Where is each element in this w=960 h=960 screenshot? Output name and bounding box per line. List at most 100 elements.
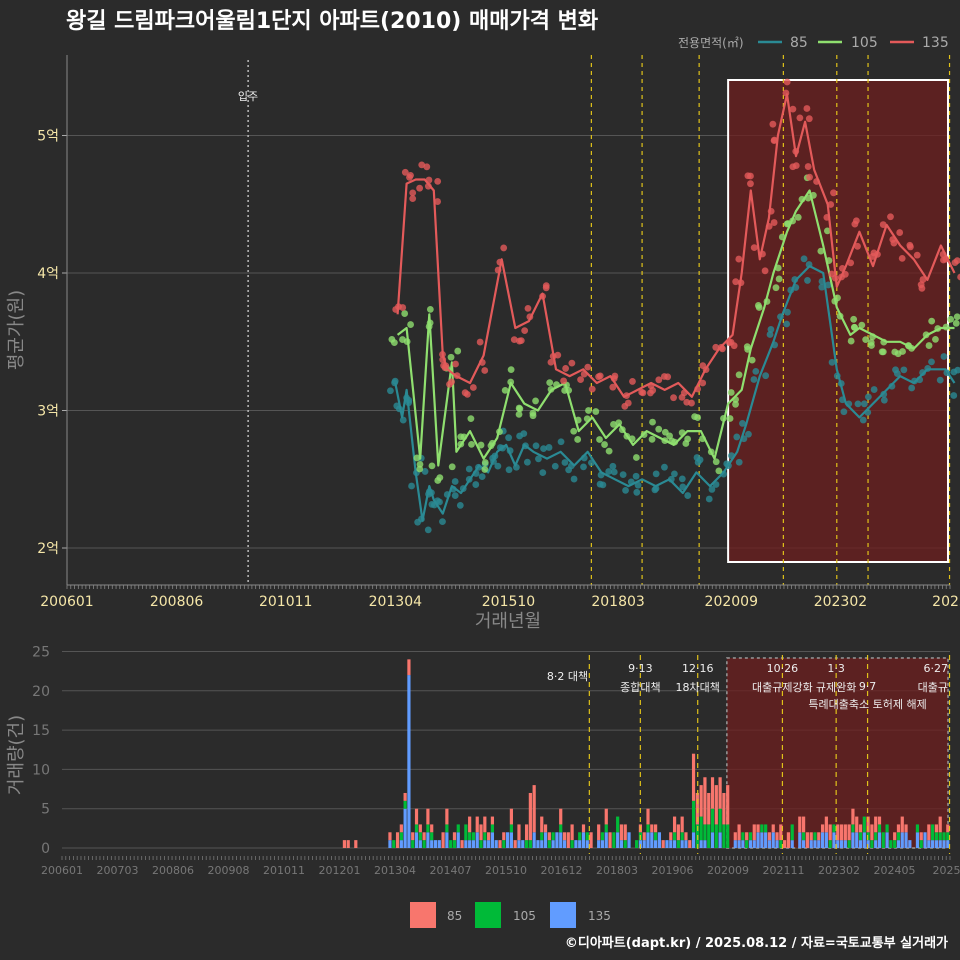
vol-bar-105 — [578, 832, 582, 841]
price-point-135 — [852, 217, 860, 225]
vol-bar-135 — [418, 840, 422, 848]
vol-bar-135 — [430, 840, 434, 848]
vol-bar-85 — [756, 824, 760, 833]
vol-bar-135 — [710, 832, 715, 848]
vol-bar-105 — [559, 824, 563, 833]
price-point-135 — [951, 259, 959, 267]
vol-bar-105 — [399, 832, 403, 841]
price-point-85 — [900, 366, 908, 374]
price-point-135 — [629, 378, 636, 385]
vol-bar-105 — [760, 824, 764, 833]
price-point-105 — [775, 275, 783, 283]
price-point-135 — [409, 189, 417, 197]
price-point-85 — [888, 382, 896, 390]
vol-bar-105 — [813, 832, 817, 841]
vol-bar-105 — [672, 832, 677, 841]
vol-bar-135 — [657, 832, 661, 848]
price-point-135 — [854, 242, 861, 250]
vol-bar-105 — [946, 832, 950, 841]
price-point-135 — [461, 389, 469, 397]
vol-bar-135 — [574, 840, 578, 848]
vol-bar-105 — [449, 840, 453, 848]
vol-bar-105 — [710, 808, 715, 833]
vol-bar-85 — [870, 824, 874, 841]
vol-bar-85 — [688, 840, 692, 848]
price-point-105 — [596, 436, 603, 443]
policy-annotation: 18차대책 — [676, 681, 720, 694]
price-point-105 — [891, 348, 899, 356]
policy-annotation: 종합대책 — [620, 681, 660, 694]
price-point-105 — [501, 386, 509, 394]
vol-bar-135 — [900, 832, 904, 848]
x-tick-label: 201803 — [591, 594, 644, 610]
price-point-85 — [828, 358, 836, 366]
vol-bar-105 — [479, 840, 483, 848]
vol-bar-135 — [654, 840, 658, 848]
price-point-135 — [647, 389, 654, 397]
price-point-85 — [609, 462, 617, 470]
price-point-135 — [521, 327, 529, 335]
vol-bar-85 — [927, 824, 931, 841]
price-point-135 — [542, 284, 550, 292]
price-point-135 — [678, 393, 686, 401]
price-point-105 — [532, 397, 539, 405]
vol-bar-85 — [805, 832, 809, 848]
price-point-85 — [605, 468, 613, 475]
vol-bar-85 — [722, 792, 726, 825]
price-point-105 — [694, 414, 702, 421]
bottom-legend: 85 105 135 — [410, 902, 611, 928]
legend-vol-135: 135 — [588, 909, 611, 923]
price-point-85 — [421, 468, 429, 475]
vol-bar-85 — [403, 792, 407, 801]
price-point-105 — [684, 435, 692, 443]
price-point-135 — [416, 184, 424, 192]
vol-bar-135 — [517, 840, 521, 848]
vol-bar-85 — [779, 824, 783, 841]
vol-bar-135 — [551, 840, 555, 848]
price-point-135 — [803, 105, 811, 112]
vol-bar-105 — [403, 800, 407, 809]
bottom-y-tick-label: 5 — [41, 802, 50, 818]
vol-bar-135 — [483, 840, 487, 848]
vol-bar-135 — [809, 840, 813, 848]
vol-bar-135 — [733, 840, 737, 848]
vol-bar-85 — [604, 808, 608, 825]
price-point-135 — [584, 363, 592, 371]
price-point-85 — [505, 434, 512, 442]
bottom-x-tick-label: 201906 — [652, 864, 694, 877]
vol-bar-105 — [722, 824, 726, 848]
price-point-85 — [539, 469, 547, 477]
vol-bar-85 — [661, 840, 665, 848]
vol-bar-135 — [862, 832, 866, 848]
vol-bar-135 — [817, 840, 821, 848]
vol-bar-135 — [414, 832, 419, 848]
price-point-85 — [705, 495, 713, 503]
price-point-105 — [592, 408, 600, 415]
price-point-85 — [880, 390, 888, 398]
vol-bar-105 — [748, 832, 753, 841]
price-point-85 — [864, 393, 872, 401]
price-point-85 — [557, 438, 565, 446]
price-point-135 — [896, 229, 904, 236]
vol-bar-85 — [479, 824, 483, 841]
price-point-105 — [794, 213, 802, 221]
legend-label-85: 85 — [790, 35, 808, 51]
y-tick-label: 2억 — [37, 541, 59, 557]
vol-bar-105 — [896, 832, 901, 841]
vol-bar-105 — [718, 808, 722, 833]
vol-bar-85 — [820, 824, 825, 833]
price-point-135 — [434, 177, 442, 185]
price-point-105 — [467, 415, 475, 423]
vol-bar-135 — [669, 840, 673, 848]
vol-bar-85 — [623, 824, 627, 841]
price-point-135 — [957, 273, 960, 281]
price-point-105 — [932, 335, 939, 343]
vol-bar-85 — [475, 816, 479, 833]
policy-annotation: 12·16 — [682, 662, 714, 675]
vol-bar-85 — [684, 832, 688, 841]
vol-bar-135 — [832, 832, 836, 848]
vol-bar-105 — [547, 840, 551, 848]
vol-bar-135 — [578, 840, 582, 848]
price-point-105 — [407, 321, 415, 328]
vol-bar-85 — [543, 824, 548, 833]
